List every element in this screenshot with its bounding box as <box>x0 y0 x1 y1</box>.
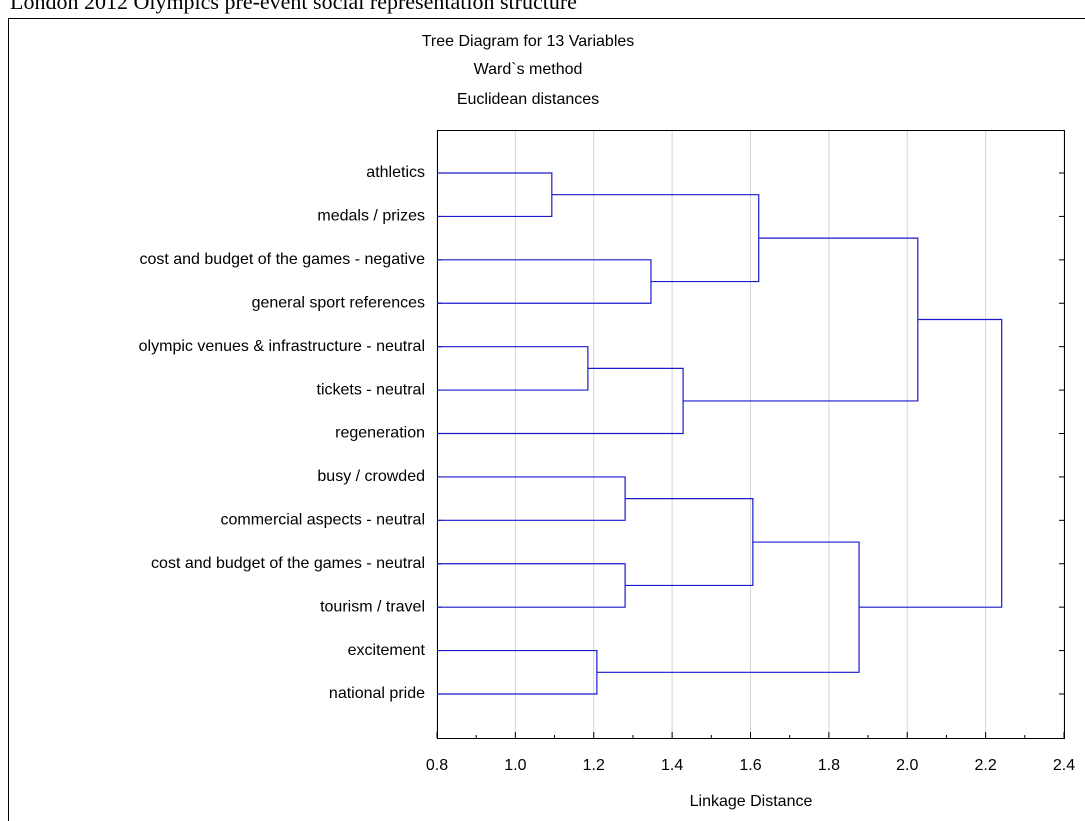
leaf-label: tourism / travel <box>320 598 425 615</box>
dendrogram-link <box>596 541 860 673</box>
x-tick-label: 2.2 <box>975 757 997 774</box>
leaf-label: cost and budget of the games - negative <box>139 251 425 268</box>
leaf-label: busy / crowded <box>317 468 425 485</box>
x-tick-label: 0.8 <box>426 757 448 774</box>
leaf-label: general sport references <box>252 294 425 311</box>
x-tick-label: 1.6 <box>739 757 761 774</box>
dendrogram-link <box>683 237 919 402</box>
chart-subtitle: Euclidean distances <box>457 91 599 108</box>
chart-subtitle: Ward`s method <box>474 61 583 78</box>
dendrogram-link <box>859 318 1003 608</box>
page-header: London 2012 Olympics pre-event social re… <box>10 0 577 14</box>
x-tick-label: 2.4 <box>1053 757 1075 774</box>
dendrogram-link <box>437 367 684 435</box>
dendrogram-link <box>625 498 754 587</box>
leaf-label: excitement <box>348 642 426 659</box>
x-tick-label: 1.2 <box>583 757 605 774</box>
dendrogram-link <box>437 172 553 218</box>
dendrogram-link <box>437 259 652 304</box>
dendrogram-link <box>437 563 626 608</box>
dendrogram-link <box>437 476 626 521</box>
dendrogram-link <box>437 649 598 695</box>
chart-title: Tree Diagram for 13 Variables <box>422 33 635 50</box>
leaf-label: national pride <box>329 685 425 702</box>
dendrogram-link <box>551 194 760 283</box>
plot-frame <box>437 130 1065 739</box>
leaf-label: commercial aspects - neutral <box>220 512 425 529</box>
leaf-label: medals / prizes <box>317 208 425 225</box>
leaf-label: tickets - neutral <box>317 381 425 398</box>
leaf-label: athletics <box>366 164 425 181</box>
x-tick-label: 1.8 <box>818 757 840 774</box>
x-tick-label: 1.0 <box>504 757 526 774</box>
leaf-label: olympic venues & infrastructure - neutra… <box>139 338 425 355</box>
leaf-label: cost and budget of the games - neutral <box>151 555 425 572</box>
leaf-label: regeneration <box>335 425 425 442</box>
dendrogram-link <box>437 346 589 391</box>
x-tick-label: 2.0 <box>896 757 918 774</box>
x-tick-label: 1.4 <box>661 757 683 774</box>
x-axis-label: Linkage Distance <box>690 793 813 810</box>
chart-frame <box>8 18 1085 821</box>
